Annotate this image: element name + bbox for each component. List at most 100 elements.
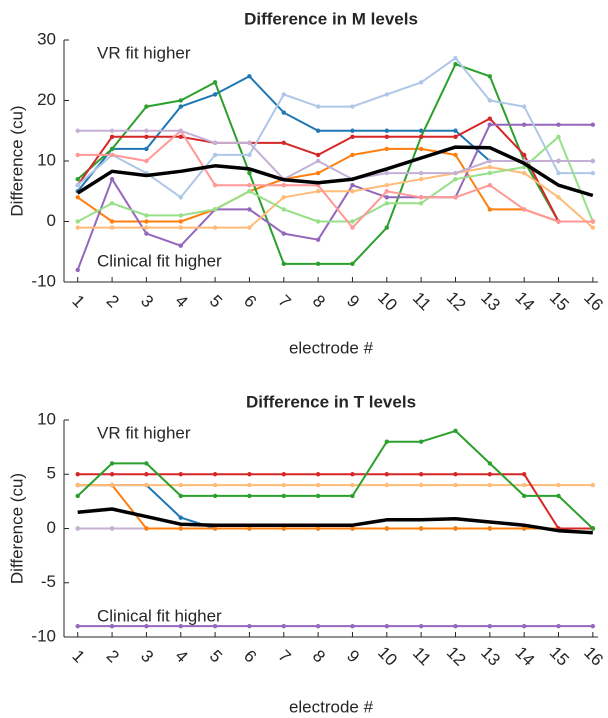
point <box>453 170 458 176</box>
point <box>315 219 321 224</box>
point <box>590 170 596 176</box>
point <box>487 183 493 188</box>
point <box>418 146 424 152</box>
x-tick-label: 1 <box>68 291 88 311</box>
x-tick-label: 9 <box>343 291 363 311</box>
y-tick-label: 10 <box>37 409 56 428</box>
point <box>109 526 115 531</box>
point <box>178 526 183 531</box>
x-tick-label: 8 <box>309 291 329 311</box>
point <box>487 482 493 488</box>
series-line <box>77 473 593 530</box>
point <box>384 195 390 200</box>
y-tick-label: 0 <box>47 518 56 537</box>
point <box>487 623 493 629</box>
chart-title: Difference in M levels <box>244 9 418 28</box>
point <box>453 195 458 200</box>
point <box>350 219 355 224</box>
point <box>178 195 183 200</box>
y-tick-label: 20 <box>37 90 56 109</box>
point <box>453 472 458 477</box>
x-tick-label: 5 <box>206 291 226 311</box>
point <box>75 225 80 230</box>
point <box>315 261 321 267</box>
point <box>281 140 286 146</box>
point <box>556 170 561 176</box>
point <box>75 128 80 133</box>
x-tick-label: 5 <box>206 646 226 666</box>
x-tick-label: 7 <box>274 646 294 666</box>
point <box>178 98 183 103</box>
point <box>384 92 390 97</box>
point <box>178 482 183 488</box>
point <box>144 158 149 164</box>
point <box>315 623 321 629</box>
point <box>521 482 527 488</box>
point <box>247 152 252 158</box>
point <box>109 128 115 133</box>
point <box>212 80 218 85</box>
x-tick-label: 9 <box>343 646 363 666</box>
point <box>212 482 218 488</box>
point <box>350 152 355 158</box>
point <box>521 170 527 176</box>
series-line <box>77 147 593 223</box>
point <box>109 146 115 152</box>
point <box>487 74 493 79</box>
point <box>350 526 355 531</box>
series-line <box>77 429 594 530</box>
point <box>144 225 149 230</box>
point <box>281 526 286 531</box>
point <box>350 104 355 109</box>
point <box>487 526 493 531</box>
point <box>590 623 596 629</box>
point <box>315 158 321 164</box>
point <box>144 104 149 109</box>
x-tick-label: 2 <box>103 291 123 311</box>
point <box>453 152 458 158</box>
point <box>521 152 527 158</box>
x-tick-label: 10 <box>374 643 401 670</box>
point <box>144 526 149 531</box>
point <box>521 104 527 109</box>
point <box>178 225 183 230</box>
point <box>144 623 149 629</box>
point <box>281 195 286 200</box>
point <box>315 170 321 176</box>
annotation: VR fit higher <box>97 43 191 62</box>
point <box>350 482 355 488</box>
point <box>556 122 561 127</box>
series-line <box>77 129 593 229</box>
point <box>281 110 286 115</box>
point <box>384 170 390 176</box>
point <box>281 231 286 236</box>
point <box>418 472 424 477</box>
point <box>281 207 286 212</box>
point <box>556 482 561 488</box>
point <box>212 207 218 212</box>
point <box>212 183 218 188</box>
point <box>247 493 252 499</box>
point <box>109 623 115 629</box>
point <box>75 493 80 499</box>
x-axis-label: electrode # <box>289 338 374 357</box>
point <box>247 140 252 146</box>
point <box>178 104 183 109</box>
y-tick-label: 0 <box>47 211 56 230</box>
point <box>109 152 115 158</box>
point <box>418 80 424 85</box>
point <box>556 158 561 164</box>
point <box>418 134 424 139</box>
point <box>590 158 596 164</box>
y-tick-label: 10 <box>37 150 56 169</box>
point <box>178 219 183 224</box>
y-tick-label: -10 <box>31 626 56 645</box>
point <box>487 170 493 176</box>
x-tick-label: 12 <box>443 288 470 315</box>
point <box>109 461 115 466</box>
point <box>178 515 183 520</box>
point <box>281 482 286 488</box>
x-axis-label: electrode # <box>289 697 374 716</box>
point <box>350 623 355 629</box>
